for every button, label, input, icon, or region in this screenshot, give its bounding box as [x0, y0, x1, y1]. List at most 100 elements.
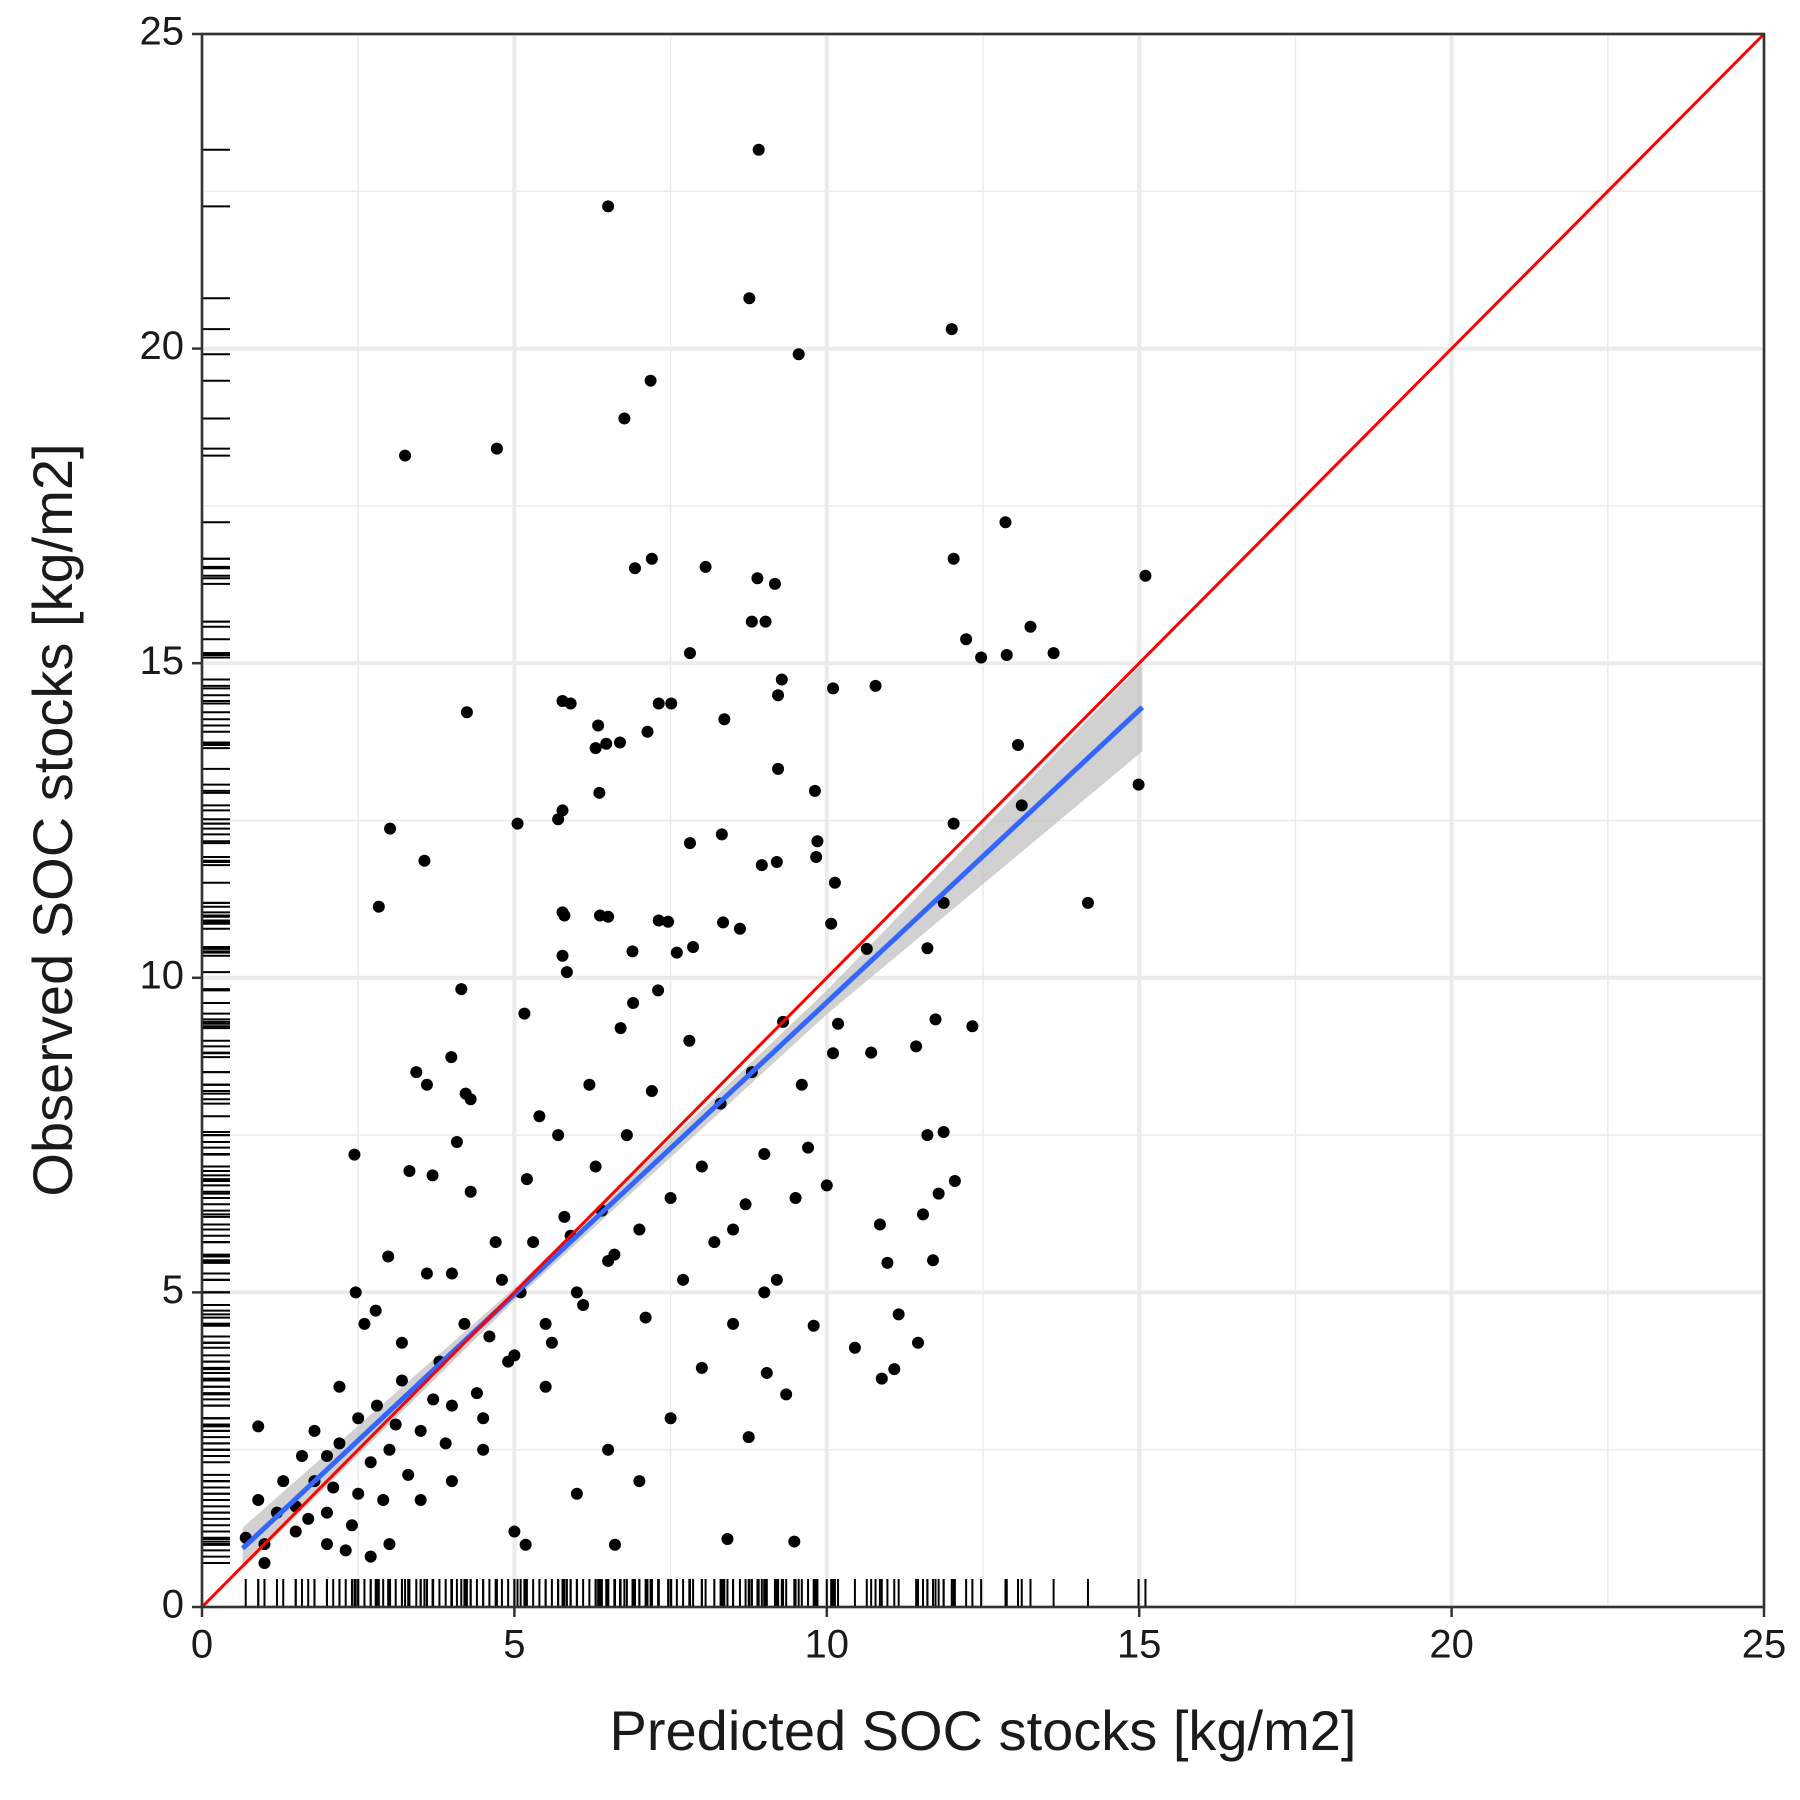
point — [743, 292, 756, 305]
point — [445, 1267, 458, 1280]
point — [552, 1129, 565, 1142]
x-tick-label: 0 — [191, 1623, 213, 1667]
point — [564, 697, 577, 710]
y-tick-label: 15 — [140, 639, 185, 683]
point — [445, 1051, 458, 1064]
point — [775, 673, 788, 686]
point — [533, 1110, 546, 1123]
point — [733, 922, 746, 935]
point — [455, 983, 468, 996]
point — [639, 1311, 652, 1324]
point — [620, 1129, 633, 1142]
point — [527, 1236, 540, 1249]
y-tick-label: 0 — [162, 1583, 184, 1627]
point — [593, 786, 606, 799]
point — [420, 1267, 433, 1280]
point — [810, 850, 823, 863]
y-tick-label: 5 — [162, 1268, 184, 1312]
point — [339, 1544, 352, 1557]
point — [382, 1250, 395, 1263]
point — [1047, 647, 1060, 660]
point — [470, 1387, 483, 1400]
point — [520, 1173, 533, 1186]
point — [626, 945, 639, 958]
point — [539, 1380, 552, 1393]
point — [414, 1424, 427, 1437]
point — [352, 1412, 365, 1425]
point — [458, 1317, 471, 1330]
point — [644, 374, 657, 387]
point — [802, 1141, 815, 1154]
point — [745, 615, 758, 628]
point — [633, 1223, 646, 1236]
point — [755, 859, 768, 872]
point — [614, 1022, 627, 1035]
point — [820, 1179, 833, 1192]
point — [1139, 569, 1152, 582]
point — [369, 1304, 382, 1317]
point — [947, 552, 960, 565]
point — [645, 1085, 658, 1098]
point — [450, 1136, 463, 1149]
point — [560, 966, 573, 979]
x-tick-label: 15 — [1117, 1623, 1162, 1667]
point — [751, 572, 764, 585]
point — [502, 1355, 515, 1368]
point — [395, 1336, 408, 1349]
point — [652, 984, 665, 997]
point — [1000, 649, 1013, 662]
point — [792, 348, 805, 361]
point — [670, 946, 683, 959]
point — [999, 516, 1012, 529]
point — [742, 1431, 755, 1444]
point — [687, 940, 700, 953]
point — [947, 817, 960, 830]
point — [873, 1218, 886, 1231]
point — [608, 1538, 621, 1551]
point — [477, 1412, 490, 1425]
point — [383, 1443, 396, 1456]
point — [289, 1525, 302, 1538]
point — [333, 1437, 346, 1450]
point — [652, 697, 665, 710]
point — [699, 560, 712, 573]
point — [752, 143, 765, 156]
point — [539, 1317, 552, 1330]
point — [389, 1418, 402, 1431]
point — [552, 813, 565, 826]
x-tick-label: 10 — [805, 1623, 850, 1667]
point — [921, 1129, 934, 1142]
point — [739, 1198, 752, 1211]
point — [664, 1412, 677, 1425]
point — [975, 651, 988, 664]
point — [277, 1475, 290, 1488]
point — [602, 200, 615, 213]
point — [917, 1208, 930, 1221]
y-tick-label: 10 — [140, 953, 185, 997]
x-tick-label: 5 — [503, 1623, 525, 1667]
point — [420, 1078, 433, 1091]
point — [1024, 620, 1037, 633]
point — [708, 1236, 721, 1249]
point — [721, 1533, 734, 1546]
point — [717, 916, 730, 929]
point — [1011, 738, 1024, 751]
point — [308, 1424, 321, 1437]
y-axis-title: Observed SOC stocks [kg/m2] — [21, 443, 84, 1196]
point — [402, 1468, 415, 1481]
point — [966, 1020, 979, 1033]
point — [695, 1361, 708, 1374]
point — [865, 1046, 878, 1059]
point — [641, 725, 654, 738]
plot-frame — [200, 32, 1766, 1609]
point — [912, 1336, 925, 1349]
point — [618, 412, 631, 425]
point — [602, 1443, 615, 1456]
point — [348, 1148, 361, 1161]
confidence-band — [242, 663, 1143, 1570]
point — [715, 828, 728, 841]
point — [577, 1298, 590, 1311]
point — [662, 915, 675, 928]
point — [511, 817, 524, 830]
